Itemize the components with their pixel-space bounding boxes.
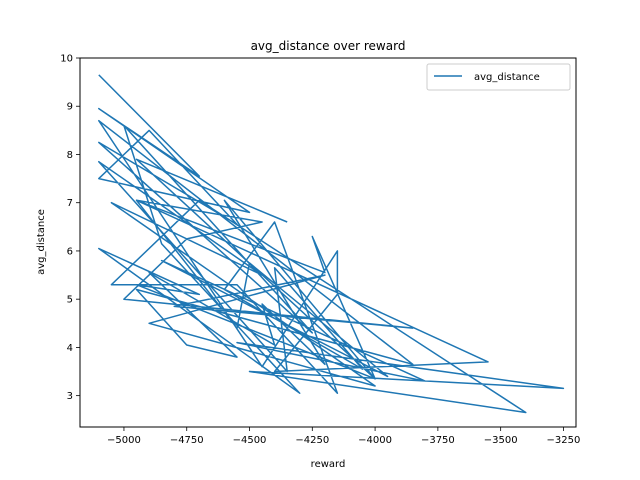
chart-title: avg_distance over reward — [251, 39, 406, 53]
plot-frame — [79, 57, 577, 428]
x-tick-label: −4500 — [233, 435, 267, 446]
series-layer — [98, 74, 565, 414]
y-tick-label: 4 — [67, 343, 73, 354]
series-line-0 — [98, 74, 565, 414]
legend-label: avg_distance — [474, 72, 540, 83]
y-tick-label: 8 — [67, 150, 73, 161]
y-tick-label: 5 — [67, 295, 73, 306]
x-axis: −5000 −4750 −4500 −4250 −4000 −3750 −3500 −3250 — [107, 427, 580, 446]
y-tick-label: 3 — [67, 391, 73, 402]
legend: avg_distance — [426, 63, 571, 91]
x-axis-label: reward — [311, 459, 346, 470]
legend-box — [426, 63, 571, 91]
x-tick-label: −3250 — [547, 435, 581, 446]
y-tick-label: 6 — [67, 246, 73, 257]
x-tick-label: −4250 — [295, 435, 329, 446]
x-tick-label: −3500 — [484, 435, 518, 446]
x-tick-label: −3750 — [421, 435, 455, 446]
y-axis: 3 4 5 6 7 8 9 10 — [60, 54, 80, 402]
plot-area — [79, 57, 577, 428]
y-tick-label: 10 — [60, 54, 73, 65]
y-tick-label: 9 — [67, 102, 73, 113]
x-tick-label: −5000 — [107, 435, 141, 446]
y-axis-label: avg_distance — [36, 209, 47, 275]
x-tick-label: −4750 — [170, 435, 204, 446]
y-tick-label: 7 — [67, 198, 73, 209]
x-tick-label: −4000 — [358, 435, 392, 446]
